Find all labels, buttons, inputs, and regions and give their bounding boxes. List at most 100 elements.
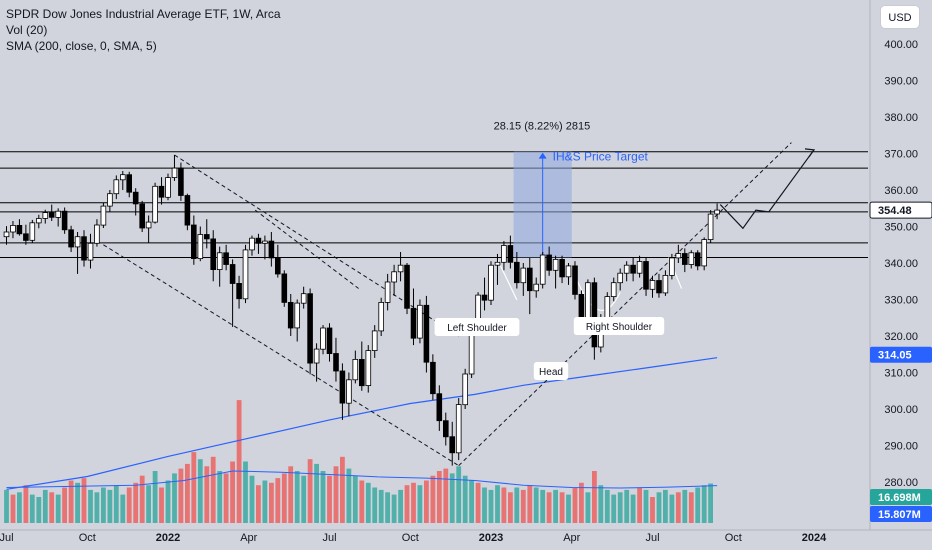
time-tick-label: Apr xyxy=(240,532,257,544)
candle-body xyxy=(126,174,133,193)
volume-bar xyxy=(42,489,48,523)
candle-body xyxy=(107,193,113,207)
volume-bar xyxy=(62,487,67,523)
candle-body xyxy=(559,258,565,278)
volume-bar xyxy=(417,485,423,523)
candle-body xyxy=(352,358,359,381)
volume-bar xyxy=(559,492,565,523)
time-tick-label: 2022 xyxy=(156,532,180,544)
volume-bar xyxy=(643,489,649,523)
candle-body xyxy=(610,282,617,298)
volume-bar xyxy=(146,485,151,523)
volume-bar xyxy=(688,492,694,523)
left-shoulder-label: Left Shoulder xyxy=(434,318,520,336)
candle-body xyxy=(10,224,16,233)
candle-body xyxy=(694,252,701,267)
candle-body xyxy=(229,264,236,284)
volume-bar xyxy=(301,475,307,523)
candle-body xyxy=(514,261,520,284)
candle-body xyxy=(236,282,242,300)
candle-body xyxy=(339,370,346,404)
neckline-line xyxy=(458,142,792,466)
volume-bar xyxy=(495,485,500,523)
chart-legend: SPDR Dow Jones Industrial Average ETF, 1… xyxy=(6,6,281,54)
right-shoulder-label-text: Right Shoulder xyxy=(586,322,653,333)
candle-body xyxy=(145,221,152,229)
candle-body xyxy=(152,185,158,223)
volume-bar xyxy=(204,466,210,523)
projection-path xyxy=(719,149,815,230)
candle-body xyxy=(281,273,288,303)
volume-bar xyxy=(172,473,177,523)
price-tick-label: 330.00 xyxy=(884,295,918,307)
candle-body xyxy=(313,348,320,364)
candle-body xyxy=(287,301,294,329)
volume-bar xyxy=(449,473,455,523)
candle-body xyxy=(636,261,643,274)
volume-bar xyxy=(320,471,326,523)
channel-upper2-line xyxy=(254,209,359,289)
candle-body xyxy=(294,302,300,329)
candle-body xyxy=(707,213,714,241)
measure-label: 28.15 (8.22%) 2815 xyxy=(494,121,591,133)
candle-body xyxy=(223,252,229,265)
candle-body xyxy=(417,304,423,339)
volume-bar xyxy=(333,466,339,523)
volume-bar xyxy=(269,482,274,523)
volume-bar xyxy=(359,480,365,523)
candle-body xyxy=(158,185,165,198)
projection-arrowhead xyxy=(804,148,816,158)
time-tick-label: Oct xyxy=(725,532,742,544)
price-tick-label: 350.00 xyxy=(884,222,918,234)
volume-bar xyxy=(340,456,345,523)
candle-body xyxy=(300,293,307,304)
volume-bar xyxy=(346,468,352,523)
volume-bar xyxy=(249,475,255,523)
volume-ma-badge: 15.807M xyxy=(870,506,932,522)
volume-bar xyxy=(663,489,668,523)
volume-bar xyxy=(101,487,106,523)
volume-bar xyxy=(352,475,358,523)
volume-bar xyxy=(508,492,513,523)
volume-bar xyxy=(430,475,436,523)
candle-body xyxy=(397,264,404,273)
candle-body xyxy=(210,238,217,270)
volume-bar xyxy=(598,485,604,523)
candle-body xyxy=(714,209,720,215)
candle-body xyxy=(501,245,507,263)
volume-bar xyxy=(624,489,630,523)
volume-bar xyxy=(288,466,294,523)
candle-body xyxy=(488,264,494,301)
candle-body xyxy=(61,210,68,231)
candle-body xyxy=(100,205,107,226)
volume-bar xyxy=(501,487,507,523)
volume-bar xyxy=(327,475,332,523)
candle-body xyxy=(242,249,249,300)
candle-body xyxy=(113,179,120,195)
volume-bar xyxy=(385,492,390,523)
time-tick-label: Oct xyxy=(79,532,96,544)
currency-button[interactable]: USD xyxy=(880,5,920,29)
volume-bar xyxy=(281,473,287,523)
price-tick-label: 290.00 xyxy=(884,441,918,453)
volume-bar xyxy=(372,487,378,523)
volume-bar xyxy=(611,494,617,523)
volume-bar xyxy=(36,497,42,523)
candle-body xyxy=(643,261,649,290)
candle-body xyxy=(675,253,682,259)
left-shoulder-label-box xyxy=(434,318,520,336)
volume-bar xyxy=(256,485,261,523)
volume-bar xyxy=(49,492,55,523)
volume-bar xyxy=(275,478,281,523)
channel-upper-line xyxy=(174,154,459,337)
candle-body xyxy=(3,231,10,238)
candle-body xyxy=(552,258,559,271)
volume-bar xyxy=(592,471,597,523)
volume-bar xyxy=(475,482,481,523)
candle-body xyxy=(701,239,707,267)
volume-bar xyxy=(617,492,623,523)
volume-badge-bg xyxy=(870,489,932,505)
volume-bar xyxy=(378,489,384,523)
